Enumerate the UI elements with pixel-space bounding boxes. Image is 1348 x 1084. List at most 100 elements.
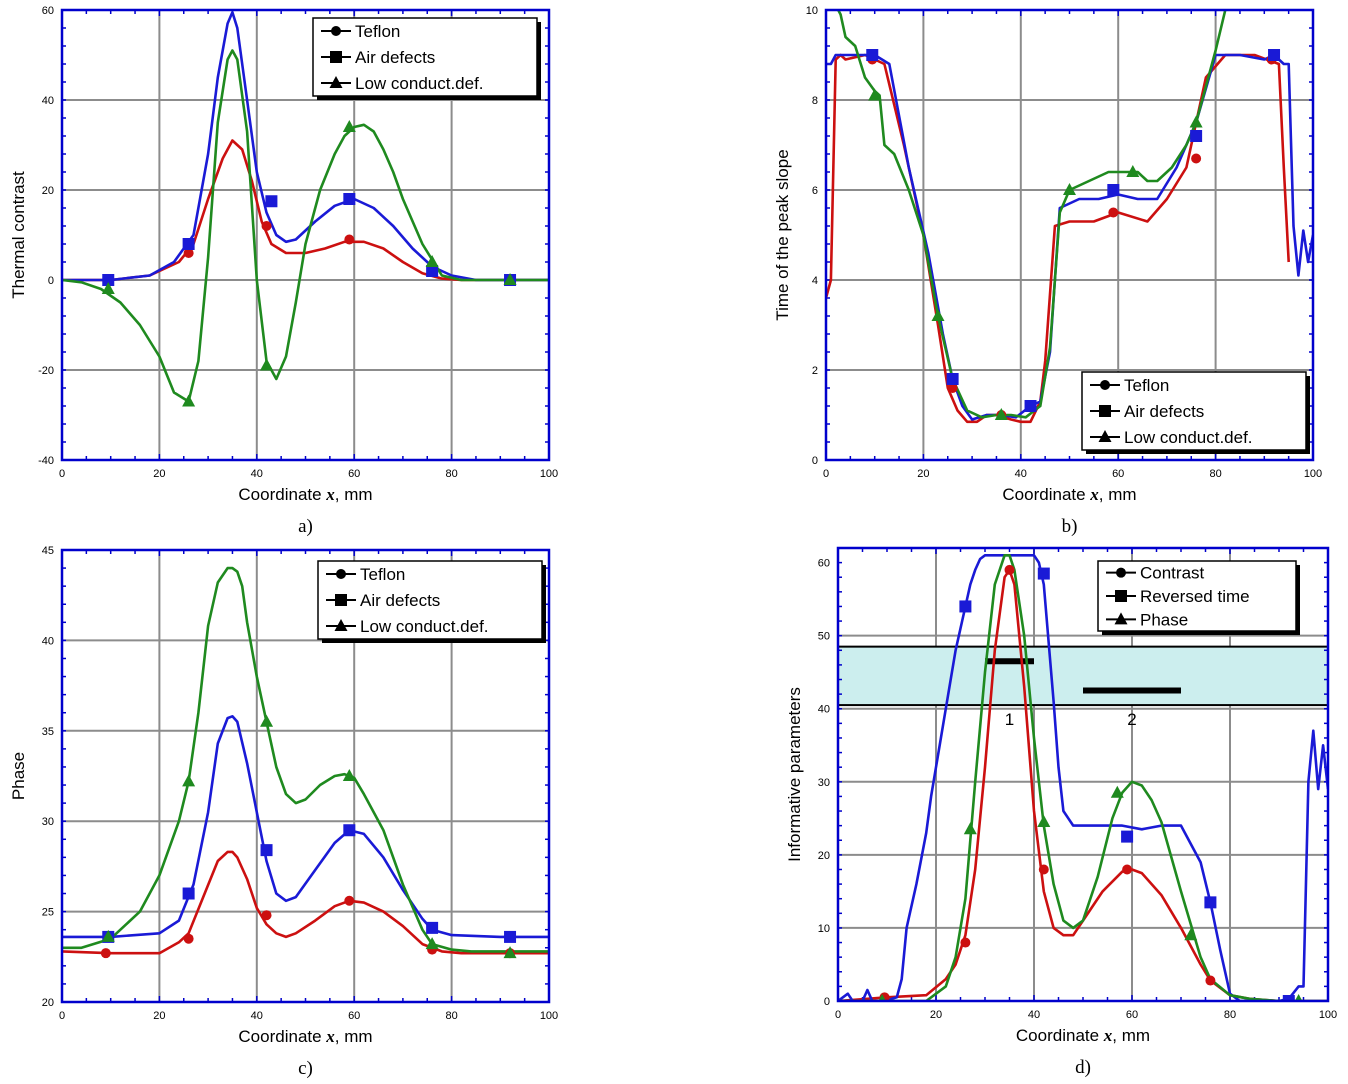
y-tick-label: 10 bbox=[806, 5, 818, 17]
panel-caption: d) bbox=[1075, 1057, 1091, 1078]
data-point-square bbox=[426, 921, 439, 934]
legend-entry-label: Low conduct.def. bbox=[355, 74, 484, 93]
x-tick-label: 20 bbox=[153, 1010, 165, 1022]
y-tick-label: 4 bbox=[812, 275, 818, 287]
data-point-circle bbox=[261, 221, 272, 231]
panel-caption: a) bbox=[298, 516, 313, 537]
legend-marker-circle bbox=[331, 26, 341, 36]
x-tick-label: 80 bbox=[1209, 468, 1221, 480]
y-tick-label: 30 bbox=[42, 816, 54, 828]
data-point-circle bbox=[344, 895, 355, 906]
legend: Teflon Air defects Low conduct.def. bbox=[312, 17, 541, 100]
data-point-triangle bbox=[931, 309, 945, 321]
data-point-square bbox=[1037, 567, 1050, 580]
legend-entry-label: Contrast bbox=[1140, 564, 1205, 583]
data-point-square bbox=[1190, 130, 1203, 142]
series-line-teflon bbox=[62, 850, 549, 955]
y-axis-label: Thermal contrast bbox=[9, 171, 28, 299]
x-tick-label: 0 bbox=[59, 1010, 65, 1022]
x-axis-label-variable: x bbox=[325, 1027, 335, 1046]
x-tick-label: 60 bbox=[1126, 1009, 1138, 1021]
x-tick-label: 60 bbox=[348, 1010, 360, 1022]
legend-marker-square bbox=[330, 51, 342, 63]
x-tick-label: 80 bbox=[1224, 1009, 1236, 1021]
x-tick-label: 100 bbox=[540, 468, 558, 480]
data-point-square bbox=[426, 265, 439, 277]
x-axis-label-name: Coordinate bbox=[1002, 485, 1090, 504]
x-tick-label: 20 bbox=[917, 468, 929, 480]
series-line-low-conduct-def- bbox=[62, 49, 549, 403]
x-tick-label: 20 bbox=[153, 468, 165, 480]
x-tick-label: 40 bbox=[1015, 468, 1027, 480]
data-point-circle bbox=[183, 933, 194, 944]
series-line-air-defects bbox=[62, 11, 549, 282]
data-point-square bbox=[102, 274, 115, 286]
data-point-square bbox=[1121, 830, 1134, 843]
y-tick-label: 0 bbox=[48, 275, 54, 287]
legend-entry-label: Air defects bbox=[1124, 402, 1204, 421]
legend-entry-label: Teflon bbox=[360, 565, 405, 584]
panel-caption: b) bbox=[1062, 516, 1078, 537]
data-point-triangle bbox=[342, 769, 356, 781]
series-line-reversed-time bbox=[838, 553, 1328, 1001]
data-point-triangle bbox=[342, 120, 356, 132]
data-point-triangle bbox=[260, 358, 274, 371]
legend-entry-label: Air defects bbox=[355, 48, 435, 67]
data-point-circle bbox=[1205, 975, 1216, 986]
data-point-square bbox=[182, 887, 195, 900]
x-tick-label: 0 bbox=[59, 468, 65, 480]
legend: Contrast Reversed time Phase bbox=[1097, 560, 1300, 635]
data-point-square bbox=[946, 373, 959, 385]
series-line-air-defects bbox=[62, 714, 549, 939]
panel-c-phase: 0 20 40 60 80 100 20 25 30 35 40 45 Coordinate x, mm… bbox=[9, 545, 558, 1079]
x-axis-label-unit: , mm bbox=[335, 485, 373, 504]
legend-marker-triangle bbox=[334, 619, 348, 631]
data-point-circle bbox=[947, 383, 958, 393]
data-point-triangle bbox=[1037, 814, 1051, 827]
y-tick-label: -40 bbox=[38, 455, 54, 467]
legend-entry-label: Low conduct.def. bbox=[360, 617, 489, 636]
y-tick-label: 20 bbox=[818, 850, 830, 862]
panel-caption: c) bbox=[298, 1058, 313, 1079]
data-point-square bbox=[1024, 400, 1037, 412]
data-point-circle bbox=[960, 937, 971, 948]
data-point-triangle bbox=[868, 88, 882, 101]
data-point-circle bbox=[1004, 564, 1015, 575]
x-axis-label: Coordinate x, mm bbox=[1002, 485, 1136, 504]
data-point-triangle bbox=[994, 408, 1008, 420]
legend-entry-label: Phase bbox=[1140, 610, 1188, 629]
y-tick-label: 0 bbox=[824, 996, 830, 1008]
legend-marker-triangle bbox=[329, 76, 343, 88]
data-point-square bbox=[1282, 995, 1295, 1001]
data-point-triangle bbox=[1294, 994, 1303, 1001]
y-tick-label: 60 bbox=[42, 5, 54, 17]
data-point-circle bbox=[100, 948, 111, 959]
x-tick-label: 40 bbox=[1028, 1009, 1040, 1021]
series-group bbox=[826, 10, 1313, 424]
y-tick-label: 10 bbox=[818, 923, 830, 935]
data-point-square bbox=[1204, 896, 1217, 909]
data-point-triangle bbox=[101, 929, 115, 942]
y-tick-label: 8 bbox=[812, 95, 818, 107]
x-axis-label-name: Coordinate bbox=[1016, 1026, 1104, 1045]
x-axis-label-variable: x bbox=[325, 485, 335, 504]
data-point-triangle bbox=[425, 937, 439, 950]
data-point-circle bbox=[1038, 864, 1049, 875]
data-point-circle bbox=[1122, 864, 1133, 875]
y-tick-label: 45 bbox=[42, 545, 54, 557]
legend-marker-circle bbox=[336, 569, 346, 579]
y-tick-label: 40 bbox=[42, 95, 54, 107]
data-point-triangle bbox=[963, 822, 977, 835]
data-point-square bbox=[260, 844, 273, 857]
x-tick-label: 100 bbox=[540, 1010, 558, 1022]
data-point-square bbox=[1268, 49, 1281, 61]
data-point-triangle bbox=[182, 394, 196, 407]
data-point-circle bbox=[1191, 153, 1202, 164]
legend: Teflon Air defects Low conduct.def. bbox=[1081, 371, 1310, 454]
x-tick-label: 80 bbox=[445, 468, 457, 480]
y-tick-label: 6 bbox=[812, 185, 818, 197]
data-point-triangle bbox=[1063, 183, 1076, 195]
y-tick-label: 40 bbox=[818, 704, 830, 716]
data-point-triangle bbox=[503, 273, 517, 285]
